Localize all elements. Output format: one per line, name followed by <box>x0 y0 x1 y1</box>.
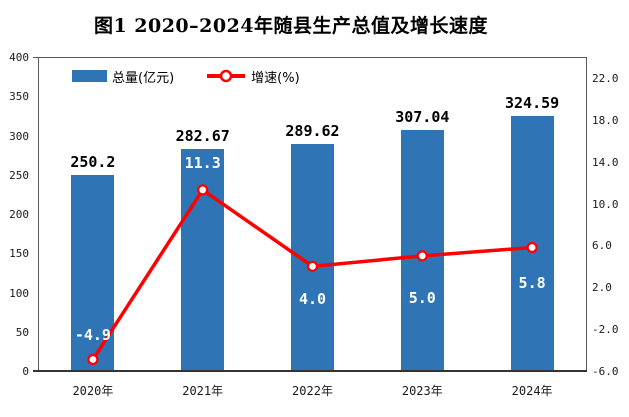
left-axis-tick: 400 <box>9 51 29 64</box>
bar-value-label: 282.67 <box>175 127 230 146</box>
bar-2022年 <box>291 143 334 371</box>
x-axis-category: 2022年 <box>292 384 333 398</box>
right-axis-tick: 22.0 <box>592 71 619 85</box>
line-value-label: 5.8 <box>518 274 546 293</box>
chart-title: 图1 2020–2024年随县生产总值及增长速度 <box>93 15 489 37</box>
legend-line-marker-icon <box>207 69 246 83</box>
bar-2021年 <box>181 149 225 371</box>
left-axis-tick: 50 <box>15 325 29 339</box>
bar-2024年 <box>510 116 554 371</box>
x-axis-category: 2024年 <box>511 384 553 398</box>
bar-value-label: 324.59 <box>505 94 560 113</box>
right-axis-tick: 10.0 <box>592 197 619 211</box>
right-axis-tick: -6.0 <box>592 365 619 378</box>
left-axis-tick: 300 <box>9 129 29 143</box>
x-axis-category: 2023年 <box>401 384 443 398</box>
legend-bar-swatch-icon <box>72 70 107 82</box>
right-axis-tick: 14.0 <box>592 155 619 169</box>
x-axis-category: 2021年 <box>182 384 224 398</box>
right-axis-tick: 18.0 <box>592 113 619 127</box>
right-axis-tick: -2.0 <box>592 323 619 337</box>
x-axis-category: 2020年 <box>72 384 114 398</box>
left-axis-tick: 150 <box>9 247 29 261</box>
bar-value-label: 289.62 <box>285 121 340 140</box>
left-axis-tick: 350 <box>9 90 29 104</box>
line-value-label: -4.9 <box>74 326 111 345</box>
right-axis-tick: 2.0 <box>592 281 612 295</box>
left-axis-tick: 0 <box>22 365 29 378</box>
line-value-label: 4.0 <box>298 290 327 309</box>
legend-bar-label: 总量(亿元) <box>112 70 175 86</box>
left-axis-tick: 250 <box>9 168 29 182</box>
line-value-label: 5.0 <box>408 288 436 307</box>
bar-value-label: 250.2 <box>70 152 116 171</box>
legend: 总量(亿元) 增速(%) <box>72 66 300 86</box>
line-value-label: 11.3 <box>184 153 221 172</box>
axis-tick <box>33 57 38 58</box>
legend-line-label: 增速(%) <box>251 70 300 86</box>
left-axis-tick: 100 <box>9 286 29 300</box>
left-axis-tick: 200 <box>9 208 29 221</box>
bar-2023年 <box>400 129 444 371</box>
bar-value-label: 307.04 <box>395 107 450 126</box>
right-axis-tick: 6.0 <box>592 239 612 253</box>
x-axis-line <box>33 370 587 372</box>
